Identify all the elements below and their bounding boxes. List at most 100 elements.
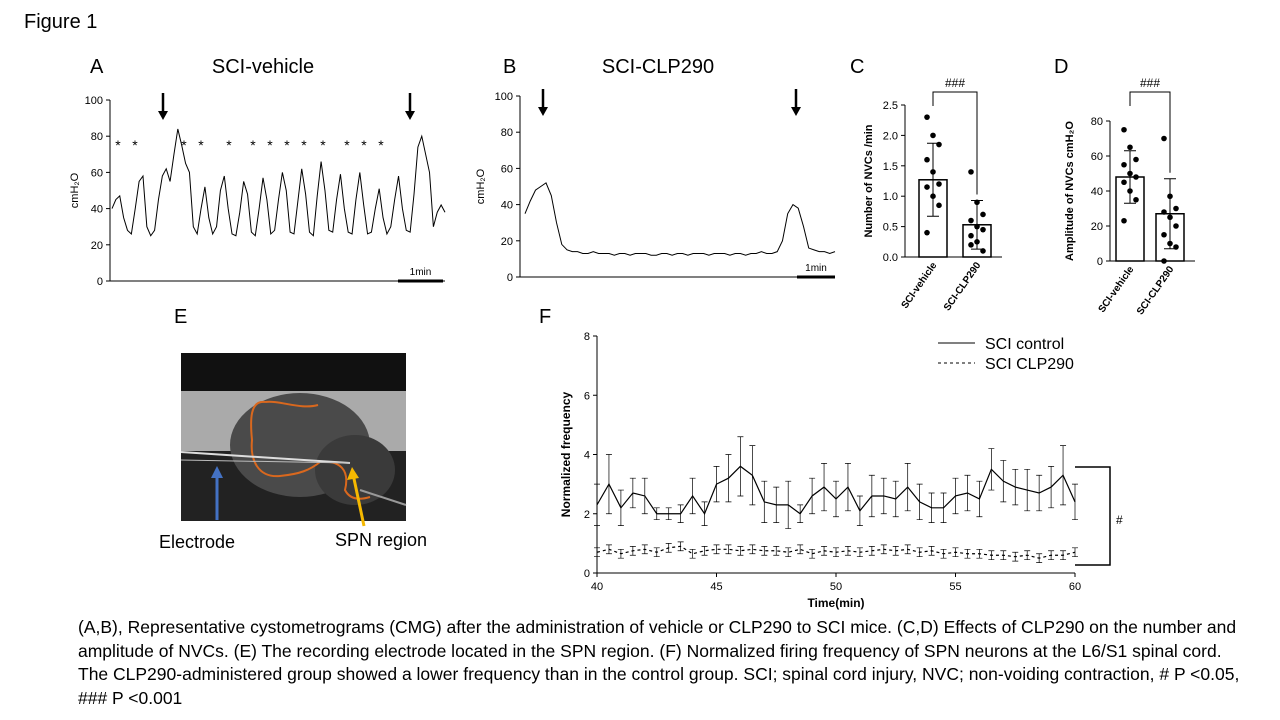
bar (1115, 176, 1145, 262)
x-tick-label: SCI-CLP290 (942, 260, 984, 313)
y-tick-label: 20 (1091, 221, 1103, 233)
nvc-marker: * (284, 137, 290, 153)
arrow-head (791, 107, 801, 116)
nvc-marker: * (115, 137, 121, 153)
data-point (1173, 223, 1179, 229)
data-point (968, 242, 974, 248)
y-axis-label: Number of NVCs /min (863, 124, 875, 237)
error-bar (785, 547, 792, 558)
microscope-image (180, 353, 407, 527)
significance-bracket (932, 91, 978, 195)
y-tick-label: 1.5 (883, 161, 898, 173)
data-point (1161, 258, 1167, 264)
chart-title: SCI-CLP290 (602, 56, 714, 78)
y-tick-label: 100 (85, 95, 103, 107)
data-point (980, 248, 986, 254)
nvc-marker: * (181, 137, 187, 153)
electrode (359, 489, 407, 506)
y-tick-label: 20 (91, 240, 103, 252)
data-point (1167, 240, 1173, 247)
panel-label: C (850, 56, 864, 78)
y-axis-label: Normalized frequency (559, 391, 573, 517)
data-point (1167, 214, 1173, 221)
data-point (1133, 174, 1139, 180)
data-point (1127, 144, 1133, 151)
data-point (924, 156, 930, 163)
figure-title: Figure 1 (24, 11, 97, 33)
panel-label: F (539, 306, 551, 328)
y-tick-label: 2.0 (883, 130, 898, 142)
data-point (924, 114, 930, 120)
y-tick-label: 0.5 (883, 222, 898, 234)
nvc-marker: * (378, 137, 384, 153)
y-tick-label: 60 (1091, 151, 1103, 163)
data-point (1167, 193, 1173, 200)
panel-label: A (90, 56, 104, 78)
error-bar (749, 544, 756, 555)
data-point (1161, 135, 1167, 142)
nvc-marker: * (267, 137, 273, 153)
legend-label: SCI CLP290 (985, 356, 1074, 373)
y-tick-label: 40 (91, 204, 103, 216)
y-tick-label: 8 (584, 331, 590, 343)
data-point (936, 202, 942, 209)
electrode (180, 459, 351, 464)
arrow-head (538, 107, 548, 116)
y-tick-label: 60 (501, 163, 513, 175)
data-point (1121, 217, 1127, 224)
arrow-head (405, 111, 415, 120)
scale-bar-label: 1min (410, 267, 432, 278)
pressure-trace (111, 128, 446, 237)
significance-label: ### (945, 76, 965, 90)
image-label: Electrode (159, 532, 235, 552)
significance-bracket (1075, 466, 1111, 566)
error-bar (761, 545, 768, 556)
data-point (936, 141, 942, 148)
y-tick-label: 40 (501, 200, 513, 212)
nvc-marker: * (132, 137, 138, 153)
data-point (1133, 196, 1139, 203)
y-tick-label: 80 (1091, 116, 1103, 128)
y-tick-label: 80 (501, 127, 513, 139)
data-point (980, 211, 986, 218)
data-point (968, 217, 974, 224)
y-tick-label: 80 (91, 131, 103, 143)
y-tick-label: 60 (91, 167, 103, 179)
data-point (1173, 205, 1179, 212)
y-tick-label: 0 (507, 272, 513, 284)
error-bar (773, 545, 780, 556)
series-line (596, 545, 1076, 559)
caption: (A,B), Representative cystometrograms (C… (78, 617, 1240, 708)
data-point (1127, 188, 1133, 194)
y-tick-label: 1.0 (883, 191, 898, 203)
error-bar (797, 544, 804, 555)
y-tick-label: 20 (501, 236, 513, 248)
tissue (315, 435, 395, 505)
y-tick-label: 0 (97, 276, 103, 288)
data-point (936, 181, 942, 187)
significance-label: ### (1140, 76, 1160, 90)
panel-label: E (174, 306, 187, 328)
data-point (924, 229, 930, 236)
arrow (351, 473, 366, 527)
data-point (924, 184, 930, 190)
arrow-head (211, 466, 223, 478)
y-axis-label: Amplitude of NVCs cmH₂O (1064, 121, 1076, 261)
error-bar (713, 544, 720, 555)
y-tick-label: 6 (584, 390, 590, 402)
error-bar (701, 545, 708, 556)
nvc-marker: * (301, 137, 307, 153)
data-point (930, 132, 936, 139)
pressure-trace (524, 182, 836, 256)
data-point (930, 169, 936, 175)
electrode (180, 451, 351, 464)
nvc-marker: * (250, 137, 256, 153)
error-bar (689, 548, 696, 559)
x-tick-label: SCI-vehicle (1097, 264, 1137, 315)
data-point (1121, 179, 1127, 186)
data-point (974, 223, 980, 230)
data-point (1161, 231, 1167, 238)
y-tick-label: 0 (584, 568, 590, 580)
